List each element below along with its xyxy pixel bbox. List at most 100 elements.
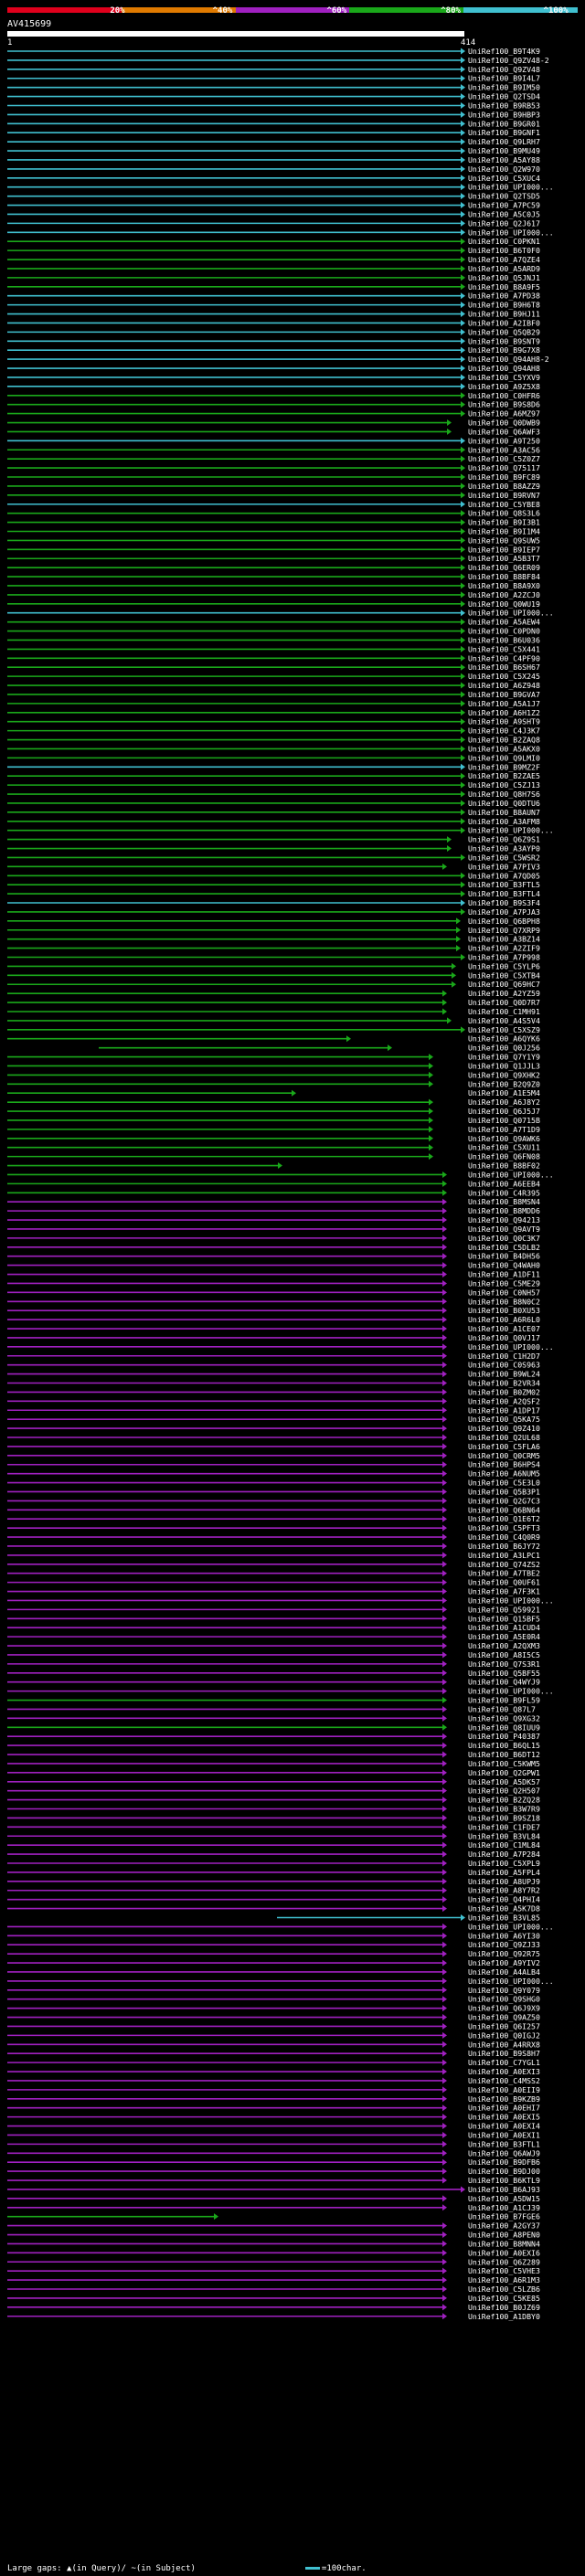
hit-label[interactable]: UniRef100_C0HFR6 [468, 391, 540, 400]
hit-label[interactable]: UniRef100_Q0UF61 [468, 1578, 540, 1587]
hit-label[interactable]: UniRef100_A6EEB4 [468, 1179, 540, 1188]
hit-label[interactable]: UniRef100_C5YXV9 [468, 373, 540, 382]
hit-label[interactable]: UniRef100_B0XU53 [468, 1306, 540, 1315]
hit-label[interactable]: UniRef100_B8N0C2 [468, 1297, 540, 1306]
hit-label[interactable]: UniRef100_A5AKX0 [468, 744, 540, 753]
hit-label[interactable]: UniRef100_A1CE07 [468, 1324, 540, 1333]
hit-label[interactable]: UniRef100_A5AEW4 [468, 618, 540, 627]
hit-label[interactable]: UniRef100_C4R395 [468, 1188, 540, 1197]
hit-label[interactable]: UniRef100_A1E5M4 [468, 1088, 540, 1097]
hit-label[interactable]: UniRef100_Q8H7S6 [468, 790, 540, 799]
hit-label[interactable]: UniRef100_B9GR01 [468, 119, 540, 128]
hit-label[interactable]: UniRef100_B8A9X0 [468, 581, 540, 590]
hit-label[interactable]: UniRef100_B2ZQ28 [468, 1796, 540, 1805]
hit-label[interactable]: UniRef100_A4RRX8 [468, 2040, 540, 2049]
hit-label[interactable]: UniRef100_Q8IUU9 [468, 1723, 540, 1732]
hit-label[interactable]: UniRef100_B6SH67 [468, 663, 540, 672]
hit-label[interactable]: UniRef100_B9KZB9 [468, 2094, 540, 2104]
hit-label[interactable]: UniRef100_B9RVN7 [468, 491, 540, 500]
hit-label[interactable]: UniRef100_UPI000... [468, 1595, 554, 1605]
hit-label[interactable]: UniRef100_B9FC89 [468, 472, 540, 482]
hit-label[interactable]: UniRef100_Q5KA75 [468, 1415, 540, 1424]
hit-label[interactable]: UniRef100_C1FDE7 [468, 1822, 540, 1831]
hit-label[interactable]: UniRef100_Q94AH8 [468, 364, 540, 373]
hit-label[interactable]: UniRef100_A7T1D9 [468, 1125, 540, 1134]
hit-label[interactable]: UniRef100_B9RB53 [468, 101, 540, 110]
hit-label[interactable]: UniRef100_B9T4K9 [468, 47, 540, 56]
hit-label[interactable]: UniRef100_B3FTL4 [468, 889, 540, 898]
hit-label[interactable]: UniRef100_Q0J256 [468, 1044, 540, 1053]
hit-label[interactable]: UniRef100_C5KE85 [468, 2294, 540, 2303]
hit-label[interactable]: UniRef100_Q94213 [468, 1215, 540, 1224]
hit-label[interactable]: UniRef100_B8MSN4 [468, 1197, 540, 1206]
hit-label[interactable]: UniRef100_A3AC56 [468, 445, 540, 454]
hit-label[interactable]: UniRef100_A6NUM5 [468, 1469, 540, 1479]
hit-label[interactable]: UniRef100_C4PF90 [468, 653, 540, 663]
hit-label[interactable]: UniRef100_B9HJ11 [468, 310, 540, 319]
hit-label[interactable]: UniRef100_A0EXI6 [468, 2248, 540, 2257]
hit-label[interactable]: UniRef100_B8BF84 [468, 572, 540, 581]
hit-label[interactable]: UniRef100_A0EII9 [468, 2085, 540, 2094]
hit-label[interactable]: UniRef100_B9FL59 [468, 1696, 540, 1705]
hit-label[interactable]: UniRef100_B6DT12 [468, 1750, 540, 1759]
hit-label[interactable]: UniRef100_B9S3F4 [468, 898, 540, 907]
hit-label[interactable]: UniRef100_Q5BF55 [468, 1669, 540, 1678]
hit-label[interactable]: UniRef100_C5E3L0 [468, 1479, 540, 1488]
hit-label[interactable]: UniRef100_Q9ZV48 [468, 65, 540, 74]
hit-label[interactable]: UniRef100_B3VL85 [468, 1913, 540, 1922]
hit-label[interactable]: UniRef100_A8PEN0 [468, 2231, 540, 2240]
hit-label[interactable]: UniRef100_A7TBE2 [468, 1569, 540, 1578]
hit-label[interactable]: UniRef100_B3W7R9 [468, 1805, 540, 1814]
hit-label[interactable]: UniRef100_C4MSS2 [468, 2076, 540, 2085]
hit-label[interactable]: UniRef100_Q2G7C3 [468, 1496, 540, 1505]
hit-label[interactable]: UniRef100_B9DJ00 [468, 2167, 540, 2176]
hit-label[interactable]: UniRef100_C5YLP6 [468, 961, 540, 970]
hit-label[interactable]: UniRef100_A2YZ59 [468, 989, 540, 998]
hit-label[interactable]: UniRef100_B6QL15 [468, 1741, 540, 1750]
hit-label[interactable]: UniRef100_B6KTL9 [468, 2176, 540, 2185]
hit-label[interactable]: UniRef100_UPI000... [468, 183, 554, 192]
hit-label[interactable]: UniRef100_Q7S3R1 [468, 1659, 540, 1669]
hit-label[interactable]: UniRef100_A7PIV3 [468, 862, 540, 871]
hit-label[interactable]: UniRef100_Q0IGJ2 [468, 2030, 540, 2040]
hit-label[interactable]: UniRef100_Q2TSD5 [468, 192, 540, 201]
hit-label[interactable]: UniRef100_B9H6T8 [468, 301, 540, 310]
hit-label[interactable]: UniRef100_A6MZ97 [468, 409, 540, 419]
hit-label[interactable]: UniRef100_A6YI30 [468, 1931, 540, 1940]
hit-label[interactable]: UniRef100_Q0DTU6 [468, 799, 540, 808]
hit-label[interactable]: UniRef100_B9S8H7 [468, 2049, 540, 2058]
hit-label[interactable]: UniRef100_Q4PHI4 [468, 1895, 540, 1904]
hit-label[interactable]: UniRef100_B9I3B1 [468, 518, 540, 527]
hit-label[interactable]: UniRef100_B8BF02 [468, 1161, 540, 1171]
hit-label[interactable]: UniRef100_C5VHE3 [468, 2266, 540, 2275]
hit-label[interactable]: UniRef100_B9GNF1 [468, 128, 540, 137]
hit-label[interactable]: UniRef100_B8A9F5 [468, 282, 540, 292]
hit-label[interactable]: UniRef100_Q0D7R7 [468, 998, 540, 1007]
hit-label[interactable]: UniRef100_Q0VJ17 [468, 1333, 540, 1342]
hit-label[interactable]: UniRef100_Q5QB29 [468, 327, 540, 336]
hit-label[interactable]: UniRef100_Q5B3P1 [468, 1487, 540, 1496]
hit-label[interactable]: UniRef100_Q9XG32 [468, 1713, 540, 1723]
hit-label[interactable]: UniRef100_A6QYK6 [468, 1034, 540, 1044]
hit-label[interactable]: UniRef100_C5XPL9 [468, 1859, 540, 1868]
hit-label[interactable]: UniRef100_A5DK57 [468, 1777, 540, 1786]
hit-label[interactable]: UniRef100_Q2H507 [468, 1786, 540, 1796]
hit-label[interactable]: UniRef100_A0EXI3 [468, 2067, 540, 2076]
hit-label[interactable]: UniRef100_C4J3K7 [468, 726, 540, 736]
hit-label[interactable]: UniRef100_C4Q0R9 [468, 1532, 540, 1542]
hit-label[interactable]: UniRef100_A6J8Y2 [468, 1097, 540, 1107]
hit-label[interactable]: UniRef100_A2QXM3 [468, 1641, 540, 1650]
hit-label[interactable]: UniRef100_B9WL24 [468, 1370, 540, 1379]
hit-label[interactable]: UniRef100_Q6FN08 [468, 1152, 540, 1161]
hit-label[interactable]: UniRef100_Q75117 [468, 463, 540, 472]
hit-label[interactable]: UniRef100_UPI000... [468, 826, 554, 835]
hit-label[interactable]: UniRef100_A5B3T7 [468, 554, 540, 563]
hit-label[interactable]: UniRef100_B6T0F0 [468, 246, 540, 255]
hit-label[interactable]: UniRef100_B9SZ18 [468, 1813, 540, 1822]
hit-label[interactable]: UniRef100_Q6BPH8 [468, 917, 540, 926]
hit-label[interactable]: UniRef100_A1DF11 [468, 1270, 540, 1279]
hit-label[interactable]: UniRef100_B9IM50 [468, 83, 540, 92]
hit-label[interactable]: UniRef100_A3BZ14 [468, 935, 540, 944]
hit-label[interactable]: UniRef100_A0EXI4 [468, 2122, 540, 2131]
hit-label[interactable]: UniRef100_C5YBE8 [468, 500, 540, 509]
